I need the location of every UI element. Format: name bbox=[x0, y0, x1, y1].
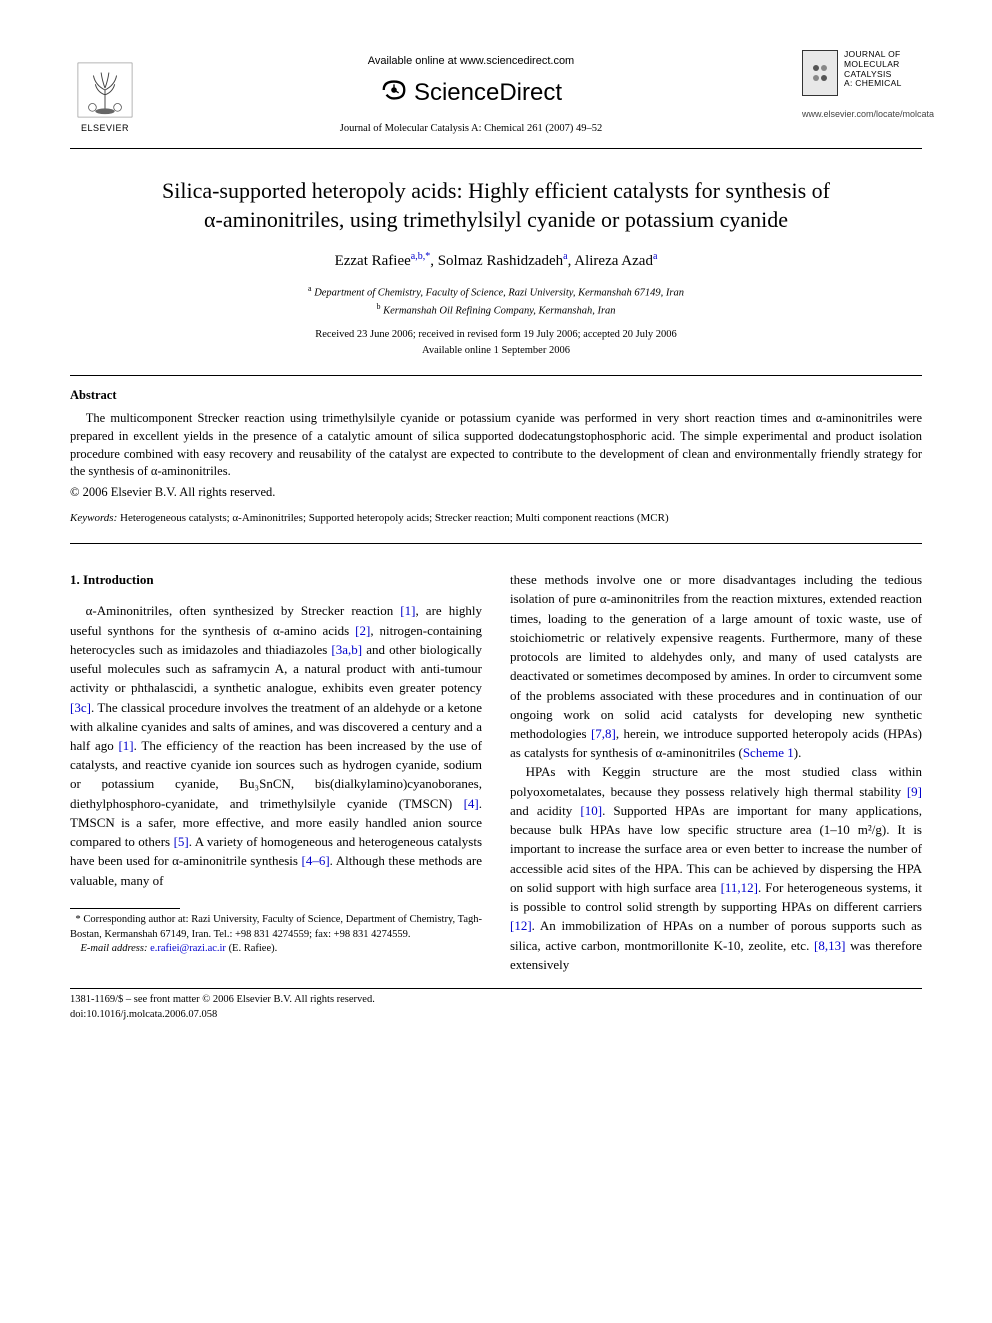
title-line1: Silica-supported heteropoly acids: Highl… bbox=[162, 178, 830, 203]
author-3: Alireza Azad bbox=[574, 253, 653, 269]
ref-link[interactable]: [5] bbox=[174, 834, 189, 849]
header-row: ELSEVIER Available online at www.science… bbox=[70, 50, 922, 140]
ref-link[interactable]: [8,13] bbox=[814, 938, 845, 953]
ref-link[interactable]: [12] bbox=[510, 918, 532, 933]
ref-link[interactable]: [3a,b] bbox=[331, 642, 362, 657]
author-2: Solmaz Rashidzadeh bbox=[438, 253, 563, 269]
footer-separator bbox=[70, 988, 922, 989]
ref-link[interactable]: [9] bbox=[907, 784, 922, 799]
corresponding-footnote: * Corresponding author at: Razi Universi… bbox=[70, 913, 482, 942]
journal-citation: Journal of Molecular Catalysis A: Chemic… bbox=[148, 121, 794, 136]
ref-link[interactable]: [1] bbox=[118, 738, 133, 753]
affiliation-a: Department of Chemistry, Faculty of Scie… bbox=[314, 287, 684, 298]
journal-logo-top: JOURNAL OF MOLECULAR CATALYSIS A: CHEMIC… bbox=[802, 50, 902, 96]
rule-before-abstract bbox=[70, 375, 922, 376]
abstract-copyright: © 2006 Elsevier B.V. All rights reserved… bbox=[70, 483, 922, 501]
dates-available: Available online 1 September 2006 bbox=[422, 345, 570, 356]
article-title: Silica-supported heteropoly acids: Highl… bbox=[70, 177, 922, 234]
journal-logo-block: JOURNAL OF MOLECULAR CATALYSIS A: CHEMIC… bbox=[802, 50, 922, 140]
ref-link[interactable]: [1] bbox=[400, 603, 415, 618]
title-block: Silica-supported heteropoly acids: Highl… bbox=[70, 177, 922, 359]
ref-link[interactable]: [2] bbox=[355, 623, 370, 638]
journal-url: www.elsevier.com/locate/molcata bbox=[802, 108, 922, 121]
column-left: 1. Introduction α-Aminonitriles, often s… bbox=[70, 570, 482, 974]
keywords-label: Keywords: bbox=[70, 512, 117, 524]
abstract-text: The multicomponent Strecker reaction usi… bbox=[70, 410, 922, 481]
col2-paragraph-1: these methods involve one or more disadv… bbox=[510, 570, 922, 762]
elsevier-logo: ELSEVIER bbox=[70, 55, 140, 135]
author-2-sup: a bbox=[563, 251, 567, 262]
email-link[interactable]: e.rafiei@razi.ac.ir bbox=[150, 943, 226, 954]
ref-link[interactable]: [10] bbox=[580, 803, 602, 818]
journal-name-line4: A: CHEMICAL bbox=[844, 79, 902, 89]
ref-link[interactable]: Scheme 1 bbox=[743, 745, 794, 760]
column-right: these methods involve one or more disadv… bbox=[510, 570, 922, 974]
header-center: Available online at www.sciencedirect.co… bbox=[140, 54, 802, 136]
sciencedirect-text: ScienceDirect bbox=[414, 76, 562, 111]
body-columns: 1. Introduction α-Aminonitriles, often s… bbox=[70, 570, 922, 974]
author-1-sup: a,b,* bbox=[411, 251, 430, 262]
dates: Received 23 June 2006; received in revis… bbox=[70, 327, 922, 359]
rule-after-keywords bbox=[70, 543, 922, 544]
ref-link[interactable]: [3c] bbox=[70, 700, 91, 715]
title-line2: α-aminonitriles, using trimethylsilyl cy… bbox=[204, 207, 788, 232]
footer: 1381-1169/$ – see front matter © 2006 El… bbox=[70, 993, 922, 1022]
email-footnote: E-mail address: e.rafiei@razi.ac.ir (E. … bbox=[70, 942, 482, 957]
footer-line1: 1381-1169/$ – see front matter © 2006 El… bbox=[70, 994, 375, 1005]
section-1-heading: 1. Introduction bbox=[70, 570, 482, 589]
sciencedirect-icon bbox=[380, 76, 408, 110]
ref-link[interactable]: [11,12] bbox=[721, 880, 758, 895]
email-name: (E. Rafiee). bbox=[229, 943, 278, 954]
available-online-text: Available online at www.sciencedirect.co… bbox=[148, 54, 794, 70]
elsevier-label: ELSEVIER bbox=[81, 122, 129, 135]
email-label: E-mail address: bbox=[81, 943, 148, 954]
ref-link[interactable]: [4–6] bbox=[302, 853, 330, 868]
authors: Ezzat Rafieea,b,*, Solmaz Rashidzadeha, … bbox=[70, 250, 922, 273]
journal-thumbnail-icon bbox=[802, 50, 838, 96]
affiliation-b: Kermanshah Oil Refining Company, Kermans… bbox=[383, 306, 615, 317]
footnote-separator bbox=[70, 908, 180, 909]
affiliations: a Department of Chemistry, Faculty of Sc… bbox=[70, 283, 922, 320]
abstract-heading: Abstract bbox=[70, 386, 922, 404]
ref-link[interactable]: [4] bbox=[464, 796, 479, 811]
keywords: Keywords: Heterogeneous catalysts; α-Ami… bbox=[70, 511, 922, 527]
keywords-text: Heterogeneous catalysts; α-Aminonitriles… bbox=[120, 512, 669, 524]
footnote-corr: Corresponding author at: Razi University… bbox=[70, 914, 482, 940]
dates-received: Received 23 June 2006; received in revis… bbox=[315, 329, 677, 340]
abstract-block: Abstract The multicomponent Strecker rea… bbox=[70, 386, 922, 501]
sciencedirect-logo: ScienceDirect bbox=[148, 76, 794, 111]
journal-name: JOURNAL OF MOLECULAR CATALYSIS A: CHEMIC… bbox=[844, 50, 902, 89]
col1-paragraph-1: α-Aminonitriles, often synthesized by St… bbox=[70, 601, 482, 890]
rule-top bbox=[70, 148, 922, 149]
ref-link[interactable]: [7,8] bbox=[591, 726, 616, 741]
author-1: Ezzat Rafiee bbox=[335, 253, 411, 269]
col2-paragraph-2: HPAs with Keggin structure are the most … bbox=[510, 762, 922, 974]
footer-line2: doi:10.1016/j.molcata.2006.07.058 bbox=[70, 1009, 217, 1020]
page-root: ELSEVIER Available online at www.science… bbox=[0, 0, 992, 1062]
elsevier-tree-icon bbox=[75, 60, 135, 120]
author-3-sup: a bbox=[653, 251, 657, 262]
